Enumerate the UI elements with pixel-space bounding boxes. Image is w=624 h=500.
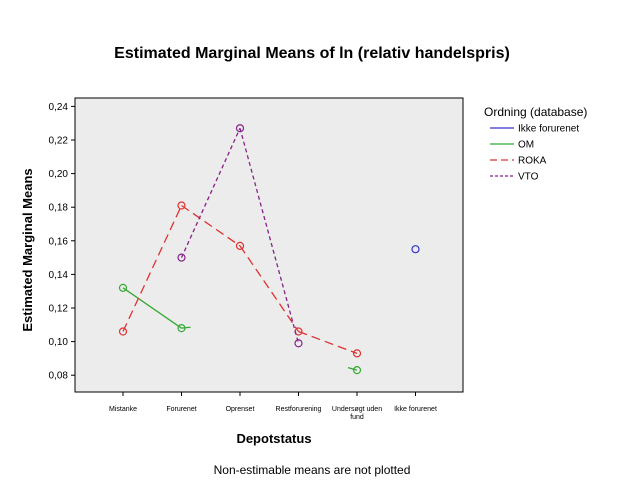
series-point (118, 283, 128, 292)
series-segment (122, 287, 182, 329)
series-stub (347, 367, 358, 371)
series-segment (298, 330, 358, 354)
y-tick-label: 0,16 (49, 236, 69, 247)
y-tick-label: 0,08 (49, 371, 69, 382)
x-tick-label: Mistanke (109, 406, 137, 413)
series-point (411, 245, 420, 254)
series-segment (239, 245, 300, 332)
series-point (118, 327, 128, 336)
legend-label: OM (518, 140, 534, 151)
series-om (118, 283, 362, 375)
x-tick-label: Ikke forurenet (394, 406, 437, 413)
legend-title: Ordning (database) (484, 105, 587, 119)
y-tick-label: 0,10 (49, 337, 69, 348)
series-segment (239, 128, 300, 344)
series-segment (181, 204, 241, 247)
series-vto (177, 124, 303, 348)
x-axis-title: Depotstatus (236, 431, 311, 446)
x-tick-label: Oprenset (226, 406, 255, 413)
series-point (294, 339, 303, 348)
series-layer (118, 124, 420, 375)
series-roka (118, 201, 362, 358)
x-tick-label-line: fund (350, 414, 364, 421)
plot-area (74, 97, 464, 393)
y-tick-label: 0,20 (49, 169, 69, 180)
legend-label: Ikke forurenet (518, 124, 579, 135)
series-segment (180, 127, 241, 258)
series-point (177, 324, 186, 333)
series-point (235, 124, 245, 133)
chart-title: Estimated Marginal Means of ln (relativ … (114, 45, 510, 62)
axes: 0,08 0,10 0,12 0,14 0,16 0,18 0,20 0,22 0,24 Mist… (49, 102, 437, 421)
footnote: Non-estimable means are not plotted (213, 463, 411, 477)
x-tick-label-line: Undersøgt uden (332, 406, 382, 413)
series-point (177, 253, 186, 262)
x-tick-label: Forurenet (166, 406, 196, 413)
series-point (235, 241, 245, 250)
y-axis-title: Estimated Marginal Means (20, 168, 35, 331)
series-point (177, 201, 186, 210)
legend: Ordning (database) Ikke forurenet OM ROKA V… (484, 105, 587, 183)
legend-label: VTO (518, 172, 539, 183)
y-tick-label: 0,14 (49, 270, 69, 281)
x-tick-label: Undersøgt uden fund (332, 406, 382, 421)
series-point (352, 349, 362, 358)
x-tick-label: Restforurening (276, 406, 322, 413)
y-tick-label: 0,24 (49, 102, 69, 113)
y-tick-label: 0,12 (49, 304, 69, 315)
y-tick-label: 0,18 (49, 203, 69, 214)
series-segment (122, 205, 183, 332)
legend-label: ROKA (518, 156, 547, 167)
y-tick-label: 0,22 (49, 136, 69, 147)
series-stub (181, 326, 191, 329)
series-point (352, 366, 362, 375)
series-ikke-forurenet (411, 245, 420, 254)
